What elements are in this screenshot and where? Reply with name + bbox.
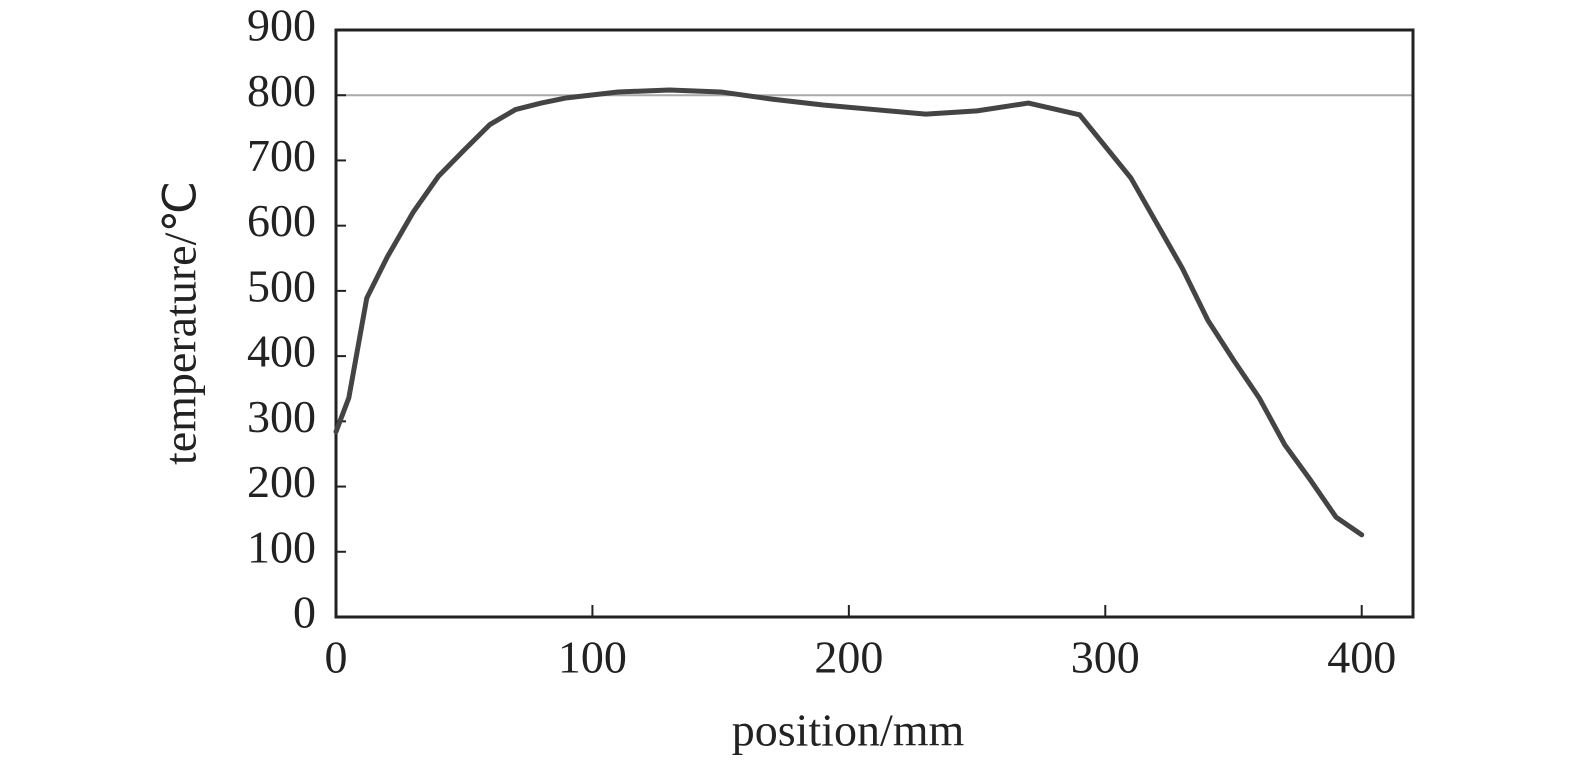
y-tick-label: 700 xyxy=(247,130,316,181)
x-tick-label: 0 xyxy=(325,632,348,683)
x-tick-label: 300 xyxy=(1071,632,1140,683)
y-tick-label: 400 xyxy=(247,326,316,377)
y-tick-label: 0 xyxy=(293,587,316,638)
y-tick-label: 100 xyxy=(247,521,316,572)
plot-frame xyxy=(334,28,1415,619)
x-tick-label: 400 xyxy=(1327,632,1396,683)
data-line xyxy=(333,87,1365,538)
y-tick-label: 600 xyxy=(247,195,316,246)
x-tick-label: 200 xyxy=(814,632,883,683)
y-tick-label: 800 xyxy=(247,65,316,116)
y-tick-label: 300 xyxy=(247,391,316,442)
x-tick-label: 100 xyxy=(558,632,627,683)
x-axis-label: position/mm xyxy=(732,705,965,756)
y-axis-label: temperature/℃ xyxy=(155,181,206,465)
y-tick-label: 900 xyxy=(247,0,316,51)
y-tick-label: 500 xyxy=(247,260,316,311)
y-tick-label: 200 xyxy=(247,456,316,507)
